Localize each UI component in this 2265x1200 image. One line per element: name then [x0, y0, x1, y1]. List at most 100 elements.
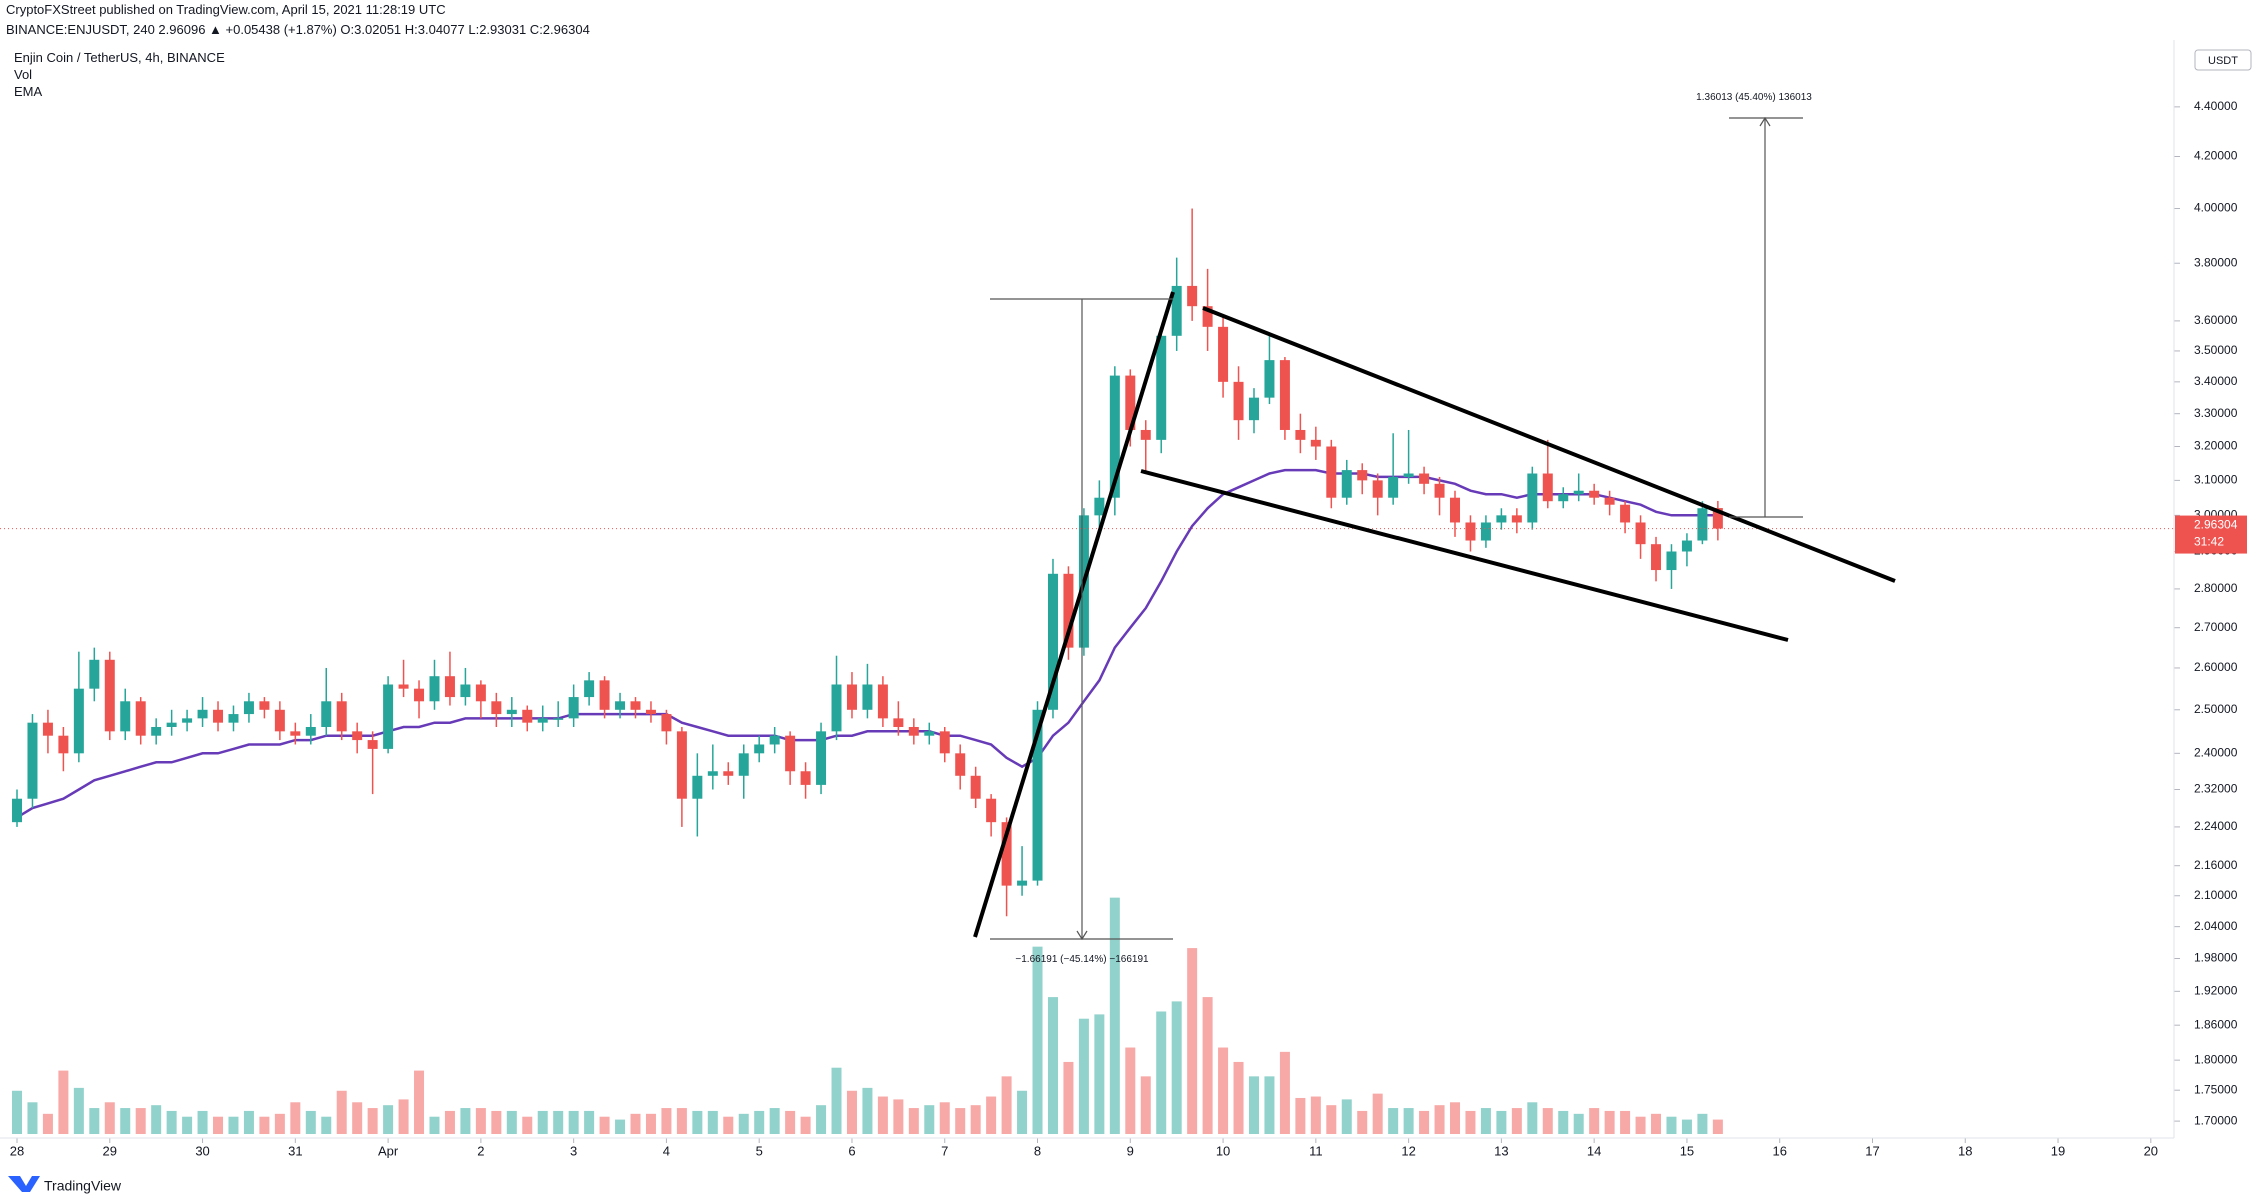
volume-bar	[1140, 1076, 1151, 1134]
candle-body	[1388, 476, 1399, 498]
volume-bar	[1542, 1108, 1553, 1134]
volume-bar	[1295, 1097, 1306, 1134]
candle-body	[769, 735, 780, 745]
volume-bar	[12, 1090, 23, 1134]
measure-arrow	[1076, 930, 1088, 941]
candle-body	[429, 676, 440, 702]
candle-body	[692, 775, 703, 799]
candle-body	[584, 680, 595, 698]
volume-bar	[1589, 1108, 1600, 1134]
ema-line	[16, 468, 1718, 819]
y-tick-label: 3.20000	[2194, 439, 2238, 453]
volume-bar	[182, 1116, 193, 1134]
candle-body	[754, 744, 765, 754]
candle-body	[243, 701, 254, 715]
candle-body	[228, 714, 239, 723]
candle-body	[738, 753, 749, 776]
candle-body	[1109, 375, 1120, 498]
volume-bar	[615, 1119, 626, 1134]
volume-bar	[1527, 1102, 1538, 1134]
x-tick-label: 3	[570, 1143, 577, 1158]
volume-bar	[1125, 1047, 1136, 1134]
candle-body	[1171, 285, 1182, 336]
lower-flag-line	[1140, 469, 1789, 642]
x-tick-label: 31	[288, 1143, 302, 1158]
volume-bar	[1032, 946, 1043, 1134]
volume-bar	[1047, 997, 1058, 1134]
candle-body	[1542, 473, 1553, 502]
volume-bar	[723, 1116, 734, 1134]
logo-icon	[8, 1176, 40, 1192]
volume-bar	[1558, 1110, 1569, 1134]
candle-body	[12, 798, 23, 823]
last-price-box	[2175, 515, 2247, 554]
candle-body	[414, 688, 425, 702]
y-tick-label: 1.75000	[2194, 1082, 2238, 1096]
candle-body	[723, 771, 734, 776]
indicator: EMA	[14, 84, 43, 99]
candle-body	[553, 718, 564, 720]
candle-body	[321, 701, 332, 727]
volume-bar	[1233, 1061, 1244, 1134]
volume-bar	[645, 1113, 656, 1134]
candle-body	[274, 709, 285, 732]
volume-bar	[800, 1116, 811, 1134]
candle-body	[135, 701, 146, 736]
candle-body	[1341, 470, 1352, 498]
measure-arrow	[1759, 116, 1771, 127]
volume-bar	[259, 1116, 270, 1134]
volume-bar	[104, 1102, 115, 1134]
candle-body	[568, 697, 579, 719]
candle-body	[537, 718, 548, 723]
volume-bar	[475, 1108, 486, 1134]
candle-body	[1140, 429, 1151, 440]
candle-body	[1326, 446, 1337, 498]
candle-body	[1681, 540, 1692, 552]
candle-body	[1419, 473, 1430, 484]
x-tick-label: 30	[195, 1143, 209, 1158]
volume-bar	[197, 1110, 208, 1134]
candle-body	[599, 680, 610, 710]
candle-body	[1218, 326, 1229, 382]
volume-bar	[893, 1099, 904, 1134]
candle-body	[1047, 573, 1058, 710]
candle-body	[475, 684, 486, 702]
candle-body	[615, 701, 626, 710]
footer-logo: TradingView	[8, 1176, 122, 1194]
volume-bar	[939, 1102, 950, 1134]
x-tick-label: 16	[1772, 1143, 1786, 1158]
countdown: 31:42	[2194, 535, 2224, 549]
candle-body	[1032, 709, 1043, 881]
volume-bar	[908, 1108, 919, 1134]
volume-bar	[599, 1116, 610, 1134]
volume-bar	[692, 1110, 703, 1134]
candle-body	[27, 722, 38, 799]
x-tick-label: Apr	[378, 1143, 399, 1158]
x-tick-label: 8	[1034, 1143, 1041, 1158]
volume-bar	[305, 1110, 316, 1134]
candle-body	[1511, 515, 1522, 523]
y-tick-label: 3.50000	[2194, 343, 2238, 357]
volume-bar	[1279, 1051, 1290, 1134]
volume-bar	[1094, 1014, 1105, 1134]
candle-body	[939, 731, 950, 754]
volume-bar	[1248, 1076, 1259, 1134]
candle-body	[1017, 880, 1028, 886]
marks: 4.40000 4.20000 4.00000 3.80000 3.60000 3.500…	[0, 99, 2247, 1158]
x-tick-label: 20	[2144, 1143, 2158, 1158]
candle-body	[1403, 473, 1414, 477]
volume-bar	[444, 1110, 455, 1134]
x-tick-label: 9	[1127, 1143, 1134, 1158]
candle-body	[491, 701, 502, 715]
candle-body	[259, 701, 270, 710]
x-tick-label: 5	[756, 1143, 763, 1158]
x-tick-label: 11	[1309, 1143, 1323, 1158]
volume-bar	[398, 1099, 409, 1134]
candle-body	[661, 714, 672, 732]
volume-bar	[42, 1113, 53, 1134]
volume-bar	[924, 1105, 935, 1134]
volume-bar	[1465, 1110, 1476, 1134]
measure-label: 1.36013 (45.40%) 136013	[1696, 92, 1812, 103]
volume-bar	[1202, 997, 1213, 1134]
